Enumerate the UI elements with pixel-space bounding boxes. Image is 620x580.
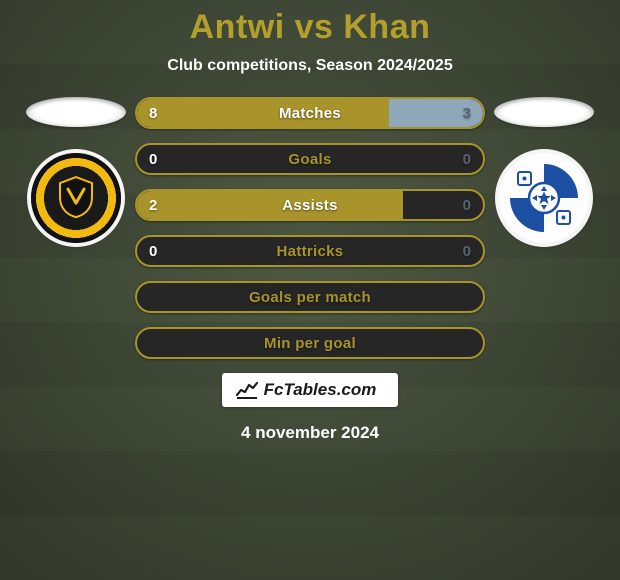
left-player-disc — [26, 97, 126, 127]
attribution-pill: FcTables.com — [222, 373, 399, 407]
right-player-column — [485, 97, 603, 243]
stat-bar-min per goal: Min per goal — [135, 327, 485, 359]
bar-label: Matches — [137, 99, 483, 127]
stat-bar-assists: 20Assists — [135, 189, 485, 221]
stat-bar-hattricks: 00Hattricks — [135, 235, 485, 267]
right-player-disc — [494, 97, 594, 127]
left-player-column — [17, 97, 135, 243]
comparison-row: 83Matches 00Goals 20Assists 00Hattricks Goal… — [0, 97, 620, 359]
attribution-text: FcTables.com — [264, 380, 377, 400]
bar-label: Hattricks — [137, 237, 483, 265]
newport-county-badge — [31, 153, 121, 243]
stat-bar-goals: 00Goals — [135, 143, 485, 175]
stat-bar-goals per match: Goals per match — [135, 281, 485, 313]
bar-label: Min per goal — [137, 329, 483, 357]
bar-label: Goals per match — [137, 283, 483, 311]
chart-icon — [236, 381, 258, 399]
stat-bars: 83Matches 00Goals 20Assists 00Hattricks Goal… — [135, 97, 485, 359]
tranmere-rovers-badge — [499, 153, 589, 243]
bar-label: Assists — [137, 191, 483, 219]
date-text: 4 november 2024 — [241, 423, 379, 443]
bar-label: Goals — [137, 145, 483, 173]
title: Antwi vs Khan — [190, 8, 431, 47]
stat-bar-matches: 83Matches — [135, 97, 485, 129]
subtitle: Club competitions, Season 2024/2025 — [167, 57, 452, 75]
